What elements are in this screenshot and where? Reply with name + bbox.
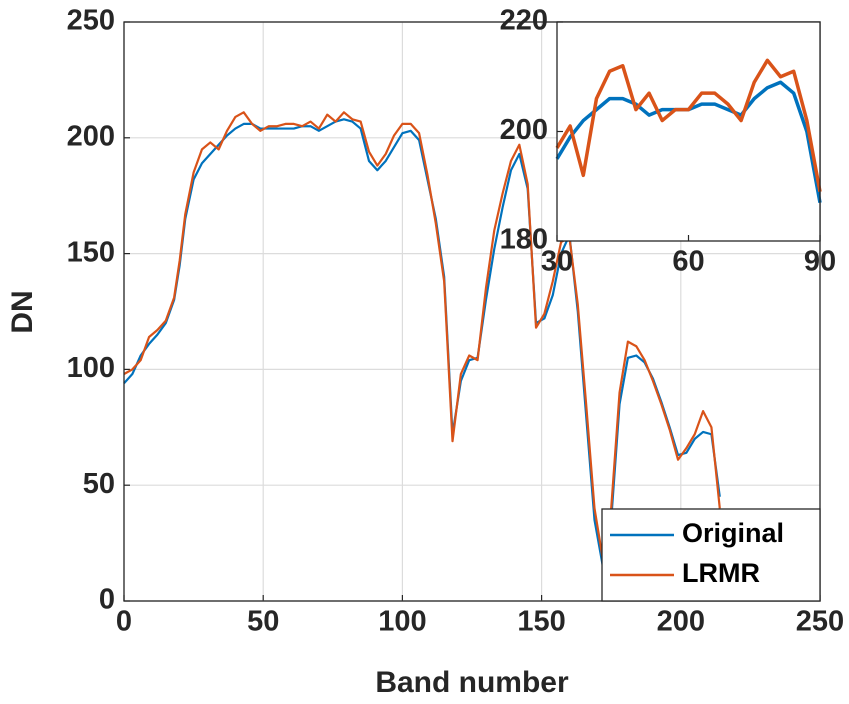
y-tick-label: 150 bbox=[67, 236, 115, 268]
x-tick-label: 250 bbox=[796, 606, 844, 638]
y-tick-label: 250 bbox=[67, 5, 115, 37]
x-tick-label: 0 bbox=[116, 606, 132, 638]
y-tick-label: 50 bbox=[83, 468, 115, 500]
y-tick-label: 0 bbox=[99, 584, 115, 616]
x-tick-label: 30 bbox=[541, 246, 573, 278]
y-axis-label: DN bbox=[6, 290, 39, 333]
x-tick-label: 50 bbox=[247, 606, 279, 638]
axes-box bbox=[556, 21, 821, 242]
x-tick-label: 100 bbox=[378, 606, 426, 638]
y-tick-label: 220 bbox=[500, 5, 548, 37]
x-tick-label: 90 bbox=[804, 246, 836, 278]
plot-area bbox=[557, 22, 820, 241]
data-line bbox=[123, 111, 721, 561]
legend-label: LRMR bbox=[682, 558, 760, 588]
legend-box bbox=[601, 508, 821, 602]
x-tick-label: 200 bbox=[657, 606, 705, 638]
y-tick-label: 180 bbox=[500, 224, 548, 256]
data-line bbox=[555, 58, 822, 193]
x-tick-label: 60 bbox=[672, 246, 704, 278]
y-tick-label: 200 bbox=[67, 120, 115, 152]
x-tick-label: 150 bbox=[517, 606, 565, 638]
axes-box bbox=[123, 21, 821, 602]
x-axis-label: Band number bbox=[375, 666, 569, 699]
y-tick-label: 100 bbox=[67, 352, 115, 384]
legend-label: Original bbox=[682, 518, 784, 548]
y-tick-label: 200 bbox=[500, 114, 548, 146]
